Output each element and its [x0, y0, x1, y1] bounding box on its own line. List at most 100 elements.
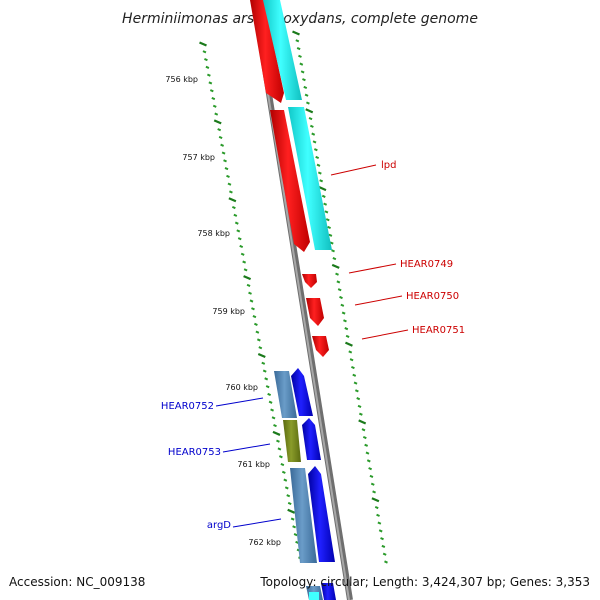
- gene-arrow-HEAR0753[interactable]: [302, 418, 321, 460]
- outer-ruler-tick: [372, 490, 376, 494]
- outer-ruler-tick: [296, 46, 301, 51]
- outer-ruler-tick: [305, 108, 314, 114]
- outer-ruler-tick: [304, 93, 309, 97]
- gene-labels: lpd HEAR0749 HEAR0750 HEAR0751 HEAR0752 …: [161, 160, 465, 531]
- gene-features: [250, 0, 336, 600]
- inner-ruler-tick: [205, 65, 210, 69]
- gene-label-argD[interactable]: argD: [207, 520, 231, 531]
- scale-labels: 756 kbp 757 kbp 758 kbp 759 kbp 760 kbp …: [165, 75, 281, 547]
- gene-arrow-HEAR0751[interactable]: [312, 336, 329, 357]
- tick-label-761: 761 kbp: [237, 460, 270, 469]
- inner-ruler-tick: [268, 400, 273, 404]
- inner-ruler-tick: [276, 439, 280, 443]
- outer-ruler-tick: [382, 552, 387, 556]
- outer-ruler-tick: [357, 404, 362, 408]
- inner-ruler-tick: [234, 221, 239, 225]
- cds-band-lpd: [288, 107, 332, 250]
- genome-backbone: [251, 0, 353, 600]
- outer-ruler-tick: [354, 389, 359, 393]
- outer-ruler-tick: [380, 537, 384, 541]
- gene-arrow-HEAR0752[interactable]: [291, 368, 313, 416]
- inner-ruler-tick: [251, 307, 255, 311]
- inner-ruler-tick: [292, 525, 297, 529]
- gene-arrow-lpd[interactable]: [270, 110, 310, 252]
- outer-ruler-tick: [349, 358, 354, 362]
- topology-text: Topology: circular; Length: 3,424,307 bp…: [260, 575, 590, 589]
- inner-ruler-tick: [257, 352, 266, 359]
- outer-ruler-tick: [329, 241, 334, 245]
- outer-ruler-tick: [345, 334, 350, 338]
- inner-ruler-tick: [214, 112, 219, 116]
- inner-ruler-tick: [290, 517, 295, 521]
- outer-ruler-tick: [331, 263, 340, 269]
- inner-ruler-tick: [224, 167, 229, 171]
- outer-ruler-tick: [312, 140, 317, 144]
- outer-ruler-tick: [377, 521, 382, 525]
- inner-ruler-tick: [243, 275, 252, 281]
- outer-ruler-tick: [339, 295, 343, 300]
- tick-label-760: 760 kbp: [225, 383, 258, 392]
- inner-ruler-tick: [218, 135, 223, 140]
- inner-ruler-tick: [286, 494, 291, 498]
- inner-ruler-tick: [243, 268, 248, 272]
- gene-label-HEAR0751[interactable]: HEAR0751: [412, 325, 465, 336]
- outer-ruler-tick: [324, 210, 329, 214]
- tick-label-759: 759 kbp: [212, 307, 245, 316]
- inner-ruler-tick: [287, 508, 296, 514]
- outer-ruler-tick: [371, 497, 380, 503]
- outer-ruler-tick: [318, 186, 327, 192]
- inner-ruler-tick: [226, 174, 230, 178]
- scale-ticks: [199, 30, 388, 564]
- outer-ruler-tick: [328, 233, 333, 237]
- inner-ruler-tick: [252, 315, 257, 319]
- outer-ruler-tick: [316, 163, 321, 167]
- outer-ruler-tick: [348, 350, 353, 354]
- cds-band-upstream: [263, 0, 302, 100]
- inner-ruler-tick: [233, 213, 238, 217]
- outer-ruler-tick: [308, 116, 313, 121]
- gene-arrow-argD[interactable]: [308, 466, 335, 562]
- outer-ruler-tick: [376, 513, 380, 517]
- gene-arrow-downstream[interactable]: [321, 583, 336, 600]
- accession-text: Accession: NC_009138: [9, 575, 146, 589]
- inner-ruler-tick: [277, 447, 282, 451]
- inner-ruler-tick: [211, 96, 216, 101]
- outer-ruler-tick: [364, 443, 369, 447]
- gene-label-HEAR0750[interactable]: HEAR0750: [406, 291, 459, 302]
- inner-ruler-tick: [249, 299, 254, 303]
- outer-ruler-tick: [353, 381, 358, 385]
- gene-label-HEAR0749[interactable]: HEAR0749: [400, 259, 453, 270]
- cds-band-argD: [290, 468, 317, 563]
- outer-ruler-tick: [317, 171, 322, 175]
- gene-label-HEAR0753[interactable]: HEAR0753: [168, 447, 221, 458]
- outer-ruler-tick: [336, 280, 341, 284]
- outer-ruler-tick: [368, 467, 373, 471]
- outer-ruler-tick: [332, 257, 337, 261]
- gene-label-HEAR0752[interactable]: HEAR0752: [161, 401, 214, 412]
- inner-ruler-tick: [204, 58, 208, 62]
- tick-label-758: 758 kbp: [197, 229, 230, 238]
- gene-arrow-lpd-upstream[interactable]: [250, 0, 284, 103]
- inner-ruler-tick: [228, 197, 237, 203]
- outer-ruler-tick: [335, 272, 339, 276]
- inner-ruler-tick: [227, 182, 232, 186]
- tick-label-762: 762 kbp: [248, 538, 281, 547]
- inner-ruler-tick: [256, 338, 261, 342]
- inner-ruler-tick: [267, 392, 272, 397]
- inner-ruler-tick: [265, 385, 270, 389]
- gene-arrow-HEAR0749[interactable]: [302, 274, 317, 288]
- gene-label-lpd[interactable]: lpd: [381, 160, 396, 171]
- outer-ruler-tick: [311, 132, 316, 136]
- outer-ruler-tick: [306, 101, 310, 105]
- inner-ruler-tick: [278, 455, 283, 459]
- gene-arrow-HEAR0750[interactable]: [306, 298, 324, 326]
- inner-ruler-tick: [221, 151, 226, 155]
- map-title: Herminiimonas arsenicoxydans, complete g…: [122, 11, 478, 27]
- inner-ruler-tick: [236, 229, 241, 233]
- outer-ruler-tick: [313, 148, 318, 152]
- outer-ruler-tick: [341, 311, 346, 315]
- outer-ruler-tick: [356, 397, 361, 401]
- outer-ruler-tick: [365, 451, 370, 455]
- tick-label-757: 757 kbp: [182, 153, 215, 162]
- inner-ruler-tick: [240, 252, 245, 256]
